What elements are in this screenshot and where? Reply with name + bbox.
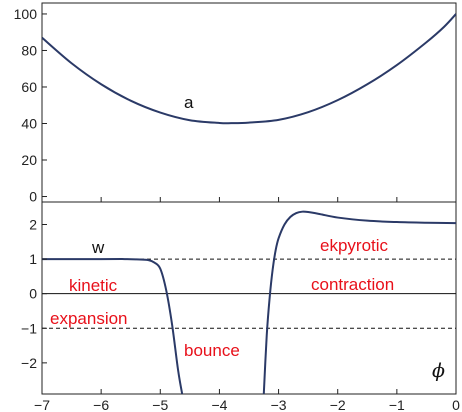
xtick-label-2: −5 <box>152 397 168 412</box>
top-panel-frame <box>41 2 457 203</box>
top-ytick-label-1: 20 <box>21 152 37 168</box>
bottom-series-0 <box>42 258 184 394</box>
top-curve-label: a <box>184 93 194 112</box>
annotation-kinetic: kinetic <box>69 276 118 295</box>
top-series-0 <box>42 13 456 125</box>
frames <box>41 2 457 395</box>
bottom-panel-frame <box>41 201 457 395</box>
reference-lines <box>42 258 456 329</box>
bottom-ytick-label-1: −1 <box>21 320 37 336</box>
annotation-ekpyrotic: ekpyrotic <box>320 236 389 255</box>
annotation-bounce: bounce <box>184 341 240 360</box>
bottom-ytick-label-4: 2 <box>29 216 37 232</box>
xtick-label-1: −6 <box>93 397 109 412</box>
top-ytick-label-4: 80 <box>21 42 37 58</box>
top-ytick-label-3: 60 <box>21 79 37 95</box>
x-axis-label: ϕ <box>432 360 445 382</box>
bottom-ytick-label-2: 0 <box>29 286 37 302</box>
annotation-expansion: expansion <box>50 309 128 328</box>
xtick-label-3: −4 <box>211 397 227 412</box>
xtick-label-5: −2 <box>330 397 346 412</box>
xtick-label-7: 0 <box>452 397 460 412</box>
bottom-series-1 <box>262 210 456 394</box>
bottom-ytick-label-0: −2 <box>21 355 37 371</box>
xtick-label-0: −7 <box>34 397 50 412</box>
xtick-label-6: −1 <box>389 397 405 412</box>
bottom-ytick-label-3: 1 <box>29 251 37 267</box>
curves <box>42 13 456 394</box>
annotation-contraction: contraction <box>311 275 394 294</box>
top-ytick-label-5: 100 <box>14 6 38 22</box>
top-ytick-label-2: 40 <box>21 115 37 131</box>
ticks: 0 20 40 60 80 100 −2 −1 0 1 2 −7 −6 −5 −4 −3 −2 −1 0 <box>14 6 460 412</box>
bottom-curve-label: w <box>91 238 105 257</box>
xtick-label-4: −3 <box>271 397 287 412</box>
top-ytick-label-0: 0 <box>29 189 37 205</box>
